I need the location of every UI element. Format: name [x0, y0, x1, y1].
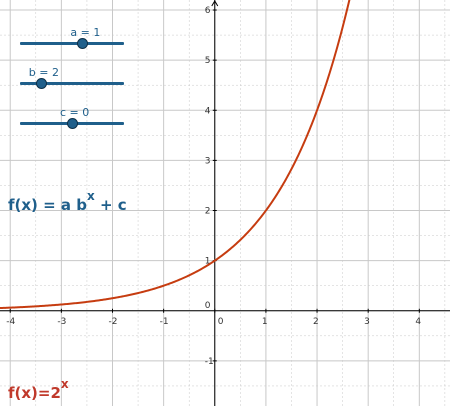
slider-a-knob[interactable] [77, 38, 89, 49]
tick-labels: -4 -3 -2 -1 0 1 2 3 4 -1 1 2 3 4 5 6 0 [6, 6, 421, 367]
x-tick-label: -4 [6, 317, 15, 327]
x-tick-label: 3 [364, 317, 370, 327]
y-tick-label: 6 [205, 6, 211, 16]
x-tick-label: 4 [415, 317, 421, 327]
slider-b[interactable]: b = 2 [20, 66, 124, 90]
current-formula-main: f(x)=2 [8, 384, 61, 402]
slider-b-knob[interactable] [35, 78, 47, 89]
y-tick-label: 3 [205, 156, 211, 166]
slider-a[interactable]: a = 1 [20, 26, 124, 50]
slider-c-knob[interactable] [67, 118, 78, 129]
y-tick-label: 0 [205, 301, 211, 311]
x-tick-label: -2 [109, 317, 118, 327]
general-formula-exponent: x [87, 189, 95, 203]
x-tick-label: 2 [313, 317, 319, 327]
y-tick-label: -1 [205, 357, 214, 367]
y-tick-label: 5 [205, 56, 211, 66]
slider-c[interactable]: c = 0 [20, 106, 124, 130]
slider-a-track[interactable] [20, 42, 124, 45]
y-tick-label: 1 [205, 257, 211, 267]
y-tick-label: 4 [205, 106, 211, 116]
current-formula-exponent: x [60, 377, 69, 391]
general-formula: f(x) = a bx + c [8, 189, 127, 214]
x-tick-label: 1 [262, 317, 268, 327]
slider-c-label: c = 0 [60, 106, 90, 119]
slider-a-label: a = 1 [70, 26, 101, 39]
y-tick-label: 2 [205, 207, 211, 217]
general-formula-main: f(x) = a b [8, 196, 88, 214]
current-function-formula: f(x)=2x [8, 377, 69, 402]
x-tick-label: -1 [160, 317, 169, 327]
function-curve[interactable] [0, 0, 354, 310]
x-tick-label: -3 [57, 317, 66, 327]
slider-b-label: b = 2 [28, 66, 59, 79]
general-formula-tail: + c [94, 196, 127, 214]
slider-b-track[interactable] [20, 82, 124, 85]
y-axis-arrow-icon [211, 0, 219, 7]
x-tick-label: 0 [218, 317, 224, 327]
